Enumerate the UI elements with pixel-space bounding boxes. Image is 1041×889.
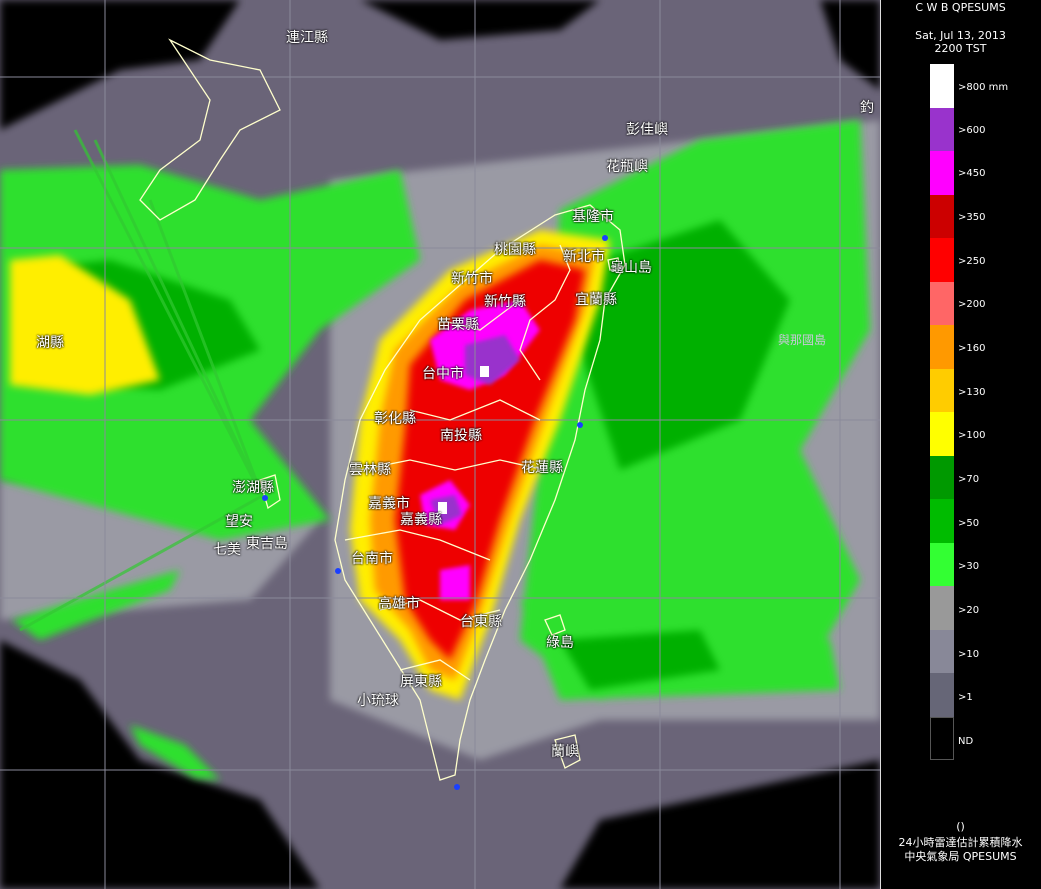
place-label: 花蓮縣 [521,460,563,476]
legend-swatch [930,325,954,369]
legend-label: >450 [958,168,986,179]
lat-lon-grid [0,0,880,889]
no-data-regions [0,0,880,889]
place-label: 新北市 [563,249,605,265]
place-label: 彰化縣 [374,411,416,427]
place-label: 花瓶嶼 [606,159,648,175]
place-label: 蘭嶼 [551,744,579,760]
coastlines [139,38,626,781]
panel-divider [880,0,881,889]
legend-swatch [930,499,954,543]
rain-gt800 [438,366,489,514]
place-label: 宜蘭縣 [575,292,617,308]
legend-swatch [930,151,954,195]
legend-swatch [930,412,954,456]
place-label: 彭佳嶼 [626,122,668,138]
legend-swatch [930,238,954,282]
legend-swatch [930,282,954,325]
place-label: 七美 [213,542,241,558]
place-label: 龜山島 [610,260,652,276]
legend-swatch [930,456,954,499]
place-label: 新竹縣 [484,294,526,310]
rainfall-map [0,0,880,889]
legend-label: >100 [958,430,986,441]
place-label: 湖縣 [36,335,64,351]
legend-swatch [930,108,954,151]
place-label: 望安 [225,514,253,530]
legend-label: >600 [958,125,986,136]
footer-agency: 中央氣象局 QPESUMS [904,850,1017,863]
place-label: 綠島 [546,635,574,651]
place-label: 釣 [860,100,874,116]
date-label: Sat, Jul 13, 2013 [915,29,1006,42]
legend-swatch [930,717,954,760]
place-label: 基隆市 [572,209,614,225]
legend-label: >200 [958,299,986,310]
place-label: 雲林縣 [349,462,391,478]
place-label: 小琉球 [357,693,399,709]
legend-label: >70 [958,474,980,485]
legend-swatch [930,369,954,412]
legend-label: >350 [958,212,986,223]
place-label: 高雄市 [378,596,420,612]
place-label: 台東縣 [460,614,502,630]
place-label: 嘉義市 [368,496,410,512]
product-title: C W B QPESUMS [915,1,1006,14]
legend-panel: C W B QPESUMS Sat, Jul 13, 2013 2200 TST… [880,0,1041,889]
legend-swatch [930,195,954,238]
legend-label: >30 [958,561,980,572]
legend-label: >20 [958,605,980,616]
place-label: 新竹市 [451,271,493,287]
place-label: 桃園縣 [494,242,536,258]
time-label: 2200 TST [934,42,987,55]
place-label: 台南市 [351,551,393,567]
place-label: 台中市 [422,366,464,382]
legend-label: >10 [958,649,980,660]
legend-label: >800 mm [958,82,1009,93]
legend-swatch [930,543,954,586]
legend-label: >160 [958,343,986,354]
place-label: 苗栗縣 [437,317,479,333]
legend-label: >250 [958,256,986,267]
place-label: 屏東縣 [400,674,442,690]
legend-swatch [930,673,954,717]
legend-swatch [930,64,954,108]
footer-title: 24小時雷達估計累積降水 [898,836,1023,849]
legend-label: >50 [958,518,980,529]
radar-streaks [19,129,264,632]
radar-stations [262,235,608,790]
legend-label: ND [958,736,974,747]
place-label: 東吉島 [246,536,288,552]
place-label: 澎湖縣 [232,480,274,496]
place-label: 與那國島 [778,333,827,347]
legend-label: >130 [958,387,986,398]
legend-label: >1 [958,692,973,703]
place-label: 嘉義縣 [400,512,442,528]
place-label: 南投縣 [440,428,482,444]
place-label: 連江縣 [286,30,328,46]
footer-paren: () [956,820,965,833]
legend-swatch [930,586,954,630]
legend-swatch [930,630,954,673]
